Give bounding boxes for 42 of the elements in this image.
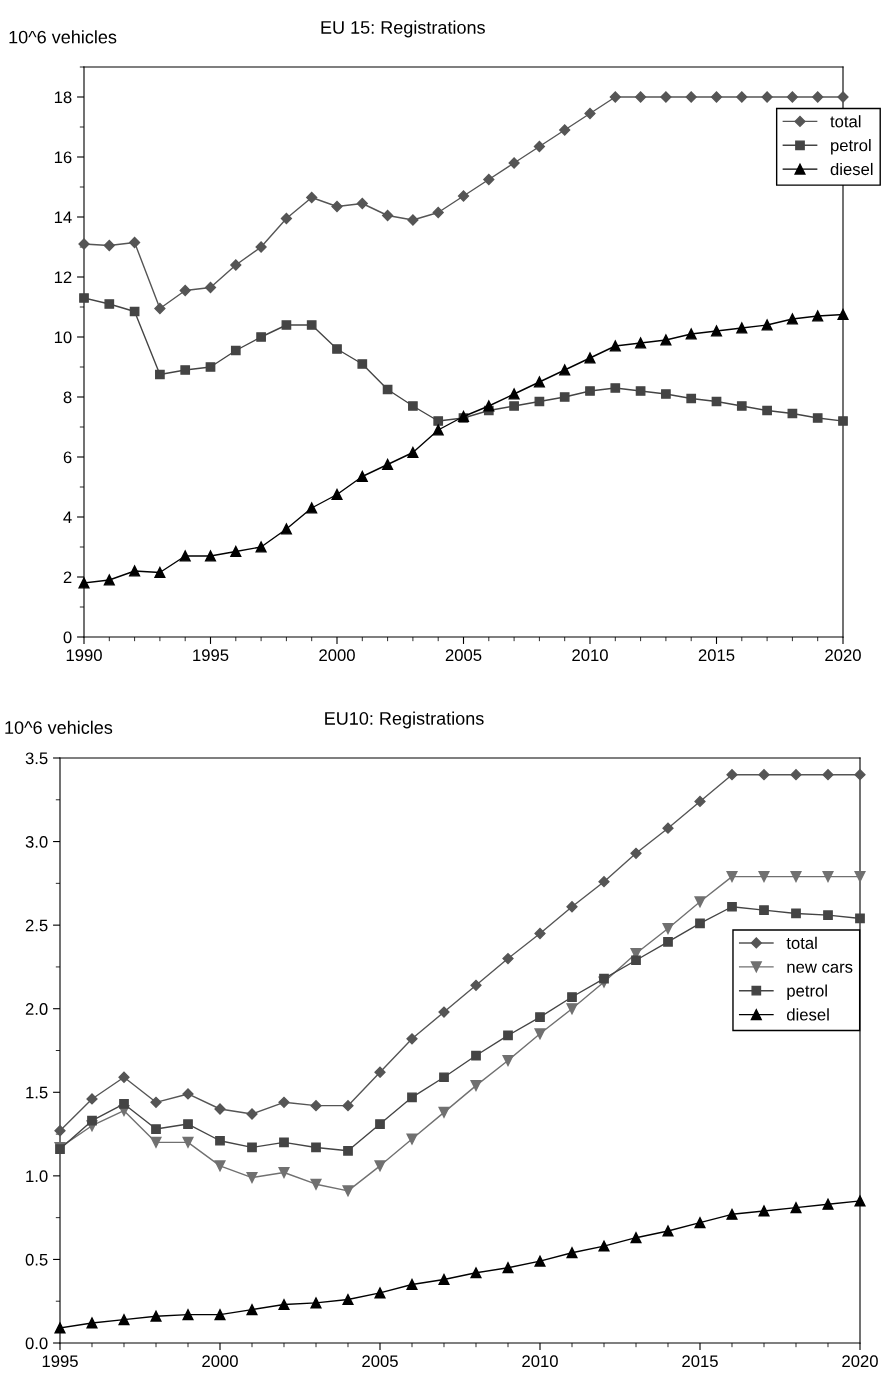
y-tick-label: 2.5 — [25, 919, 48, 932]
chart-title: EU10: Registrations — [325, 711, 484, 729]
x-tick-label: 2020 — [842, 1355, 878, 1368]
y-tick-label: 2.0 — [25, 1003, 48, 1015]
x-tick-label: 2005 — [445, 649, 482, 662]
y-axis-title: 10^6 vehicles — [9, 30, 117, 44]
y-tick-label: 1.0 — [26, 1170, 48, 1183]
legend-label: petrol — [787, 984, 827, 1000]
x-tick-label: 2010 — [572, 649, 608, 662]
y-axis-title: 10^6 vehicles — [5, 720, 113, 734]
y-tick-label: 18 — [54, 91, 72, 104]
legend-label: total — [786, 936, 817, 949]
legend-label: diesel — [787, 1008, 829, 1021]
chart-title: EU 15: Registrations — [321, 20, 485, 38]
y-tick-label: 8 — [63, 391, 72, 404]
y-tick-label: 0 — [63, 631, 72, 644]
x-tick-label: 2000 — [319, 649, 355, 662]
y-tick-label: 4 — [63, 511, 72, 524]
x-tick-label: 2015 — [682, 1355, 718, 1368]
x-tick-label: 1995 — [42, 1355, 78, 1368]
legend-label: petrol — [831, 139, 871, 155]
y-tick-label: 0.5 — [25, 1253, 48, 1266]
y-tick-label: 12 — [54, 271, 72, 284]
x-tick-label: 2000 — [202, 1355, 238, 1368]
x-tick-label: 2005 — [362, 1355, 398, 1368]
legend-label: total — [830, 115, 861, 128]
y-tick-label: 2 — [63, 571, 72, 584]
y-tick-label: 3.0 — [25, 835, 48, 848]
legend-label: new cars — [787, 963, 853, 973]
y-tick-label: 10 — [54, 331, 72, 344]
y-tick-label: 16 — [54, 151, 72, 164]
x-tick-label: 1990 — [66, 649, 102, 662]
legend-label: diesel — [830, 162, 873, 176]
y-tick-label: 3.5 — [25, 752, 48, 765]
x-tick-label: 1995 — [193, 649, 229, 662]
x-tick-label: 2015 — [698, 649, 735, 662]
x-tick-label: 2010 — [522, 1355, 558, 1368]
y-tick-label: 0.0 — [25, 1337, 48, 1350]
y-tick-label: 6 — [63, 451, 72, 464]
x-tick-label: 2020 — [825, 649, 861, 662]
y-tick-label: 14 — [54, 211, 72, 224]
y-tick-label: 1.5 — [26, 1086, 48, 1099]
